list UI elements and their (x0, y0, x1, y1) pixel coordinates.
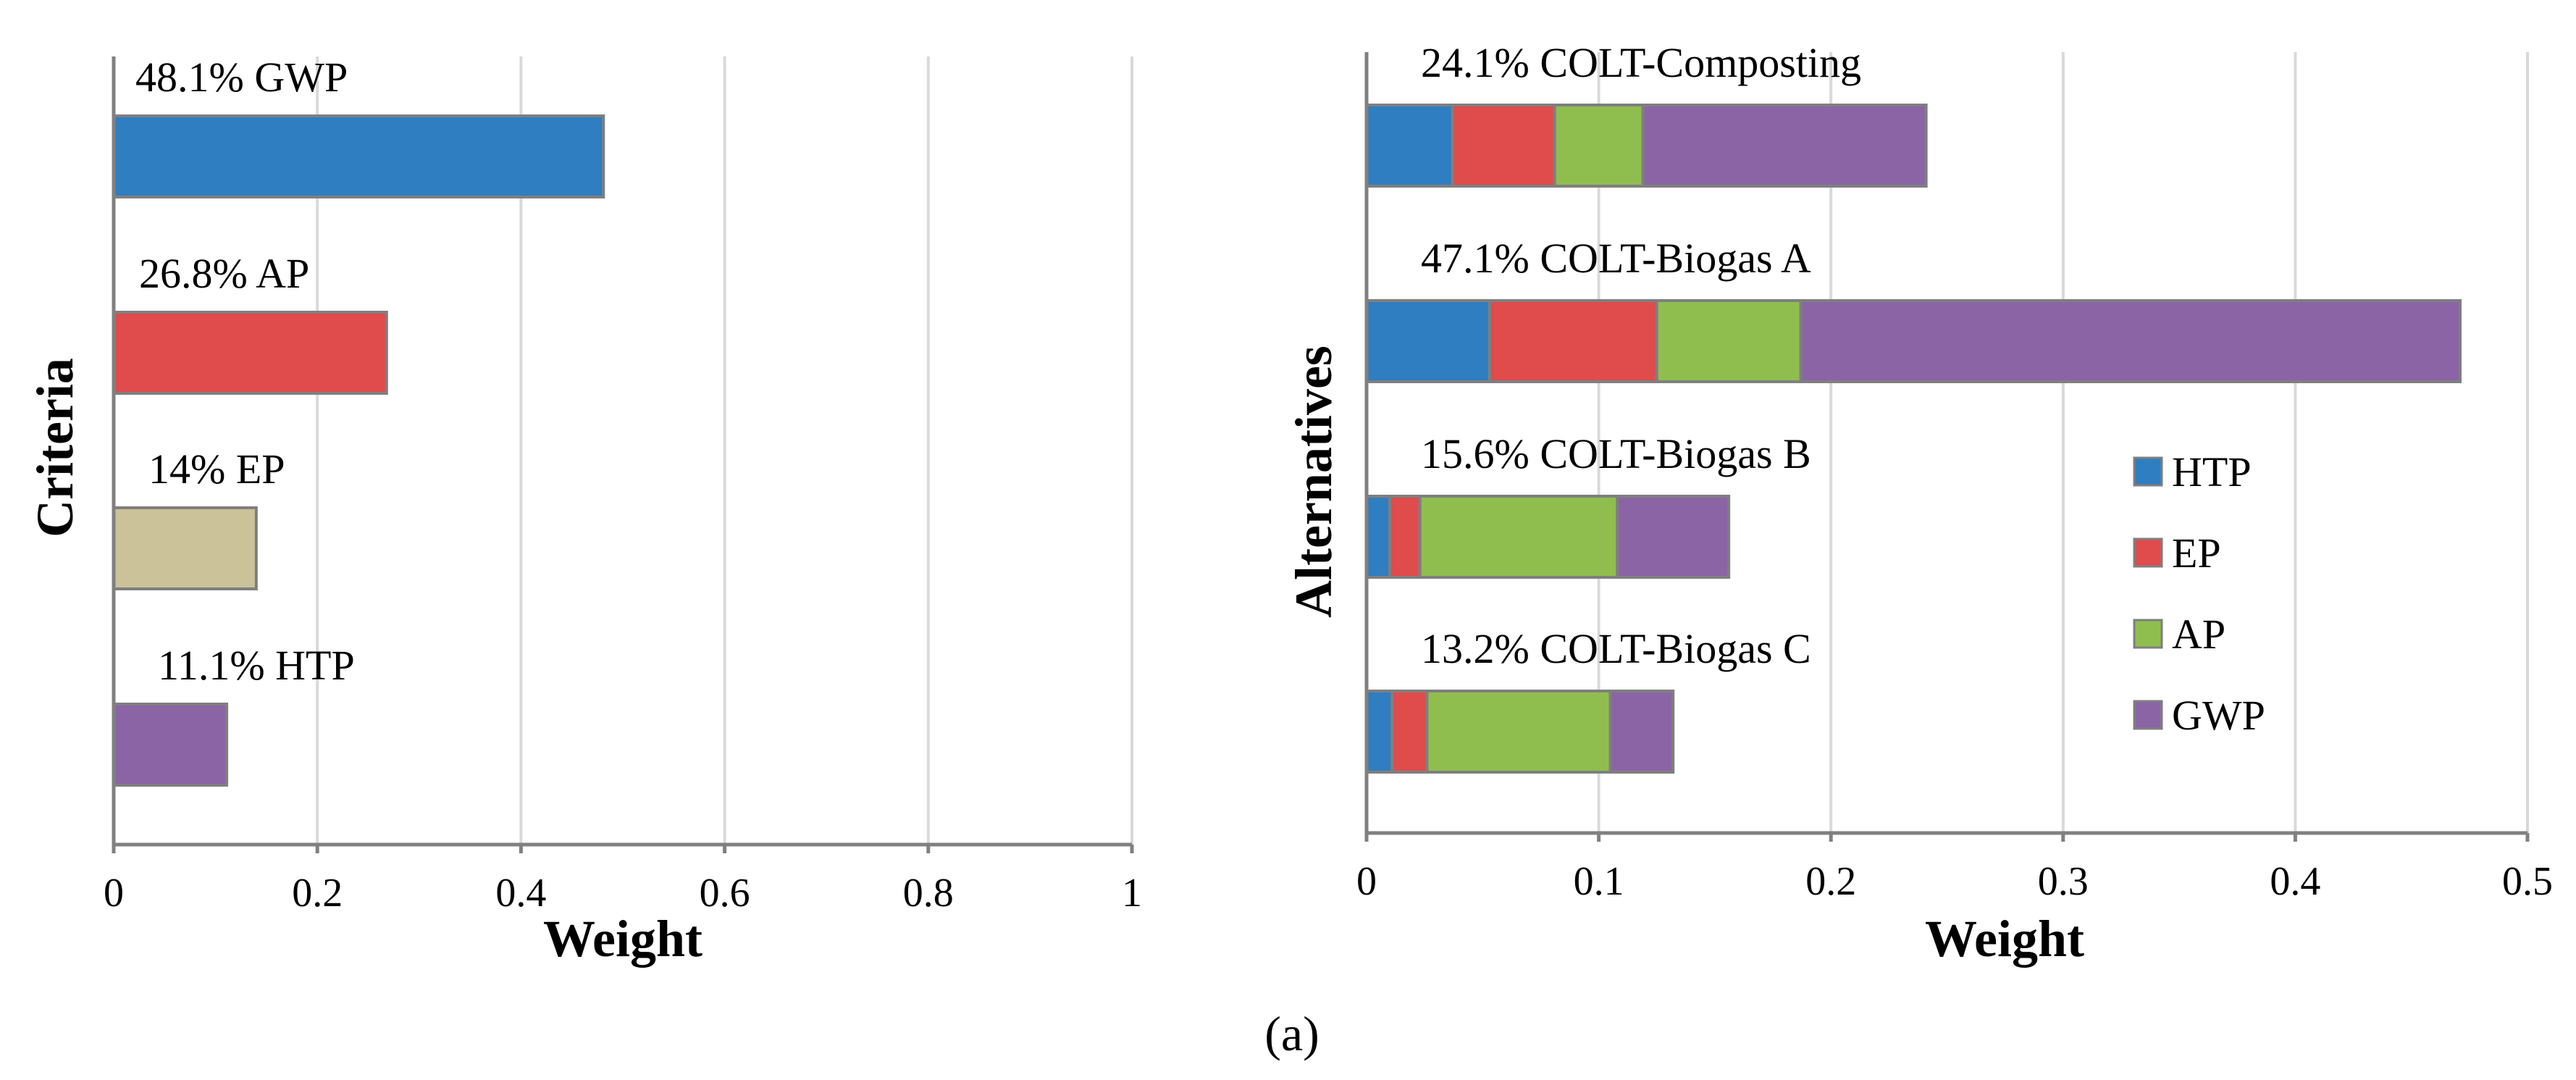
bar-segment-gwp (1608, 690, 1675, 774)
data-label: 26.8% AP (139, 250, 309, 297)
bar-segment-htp (1365, 495, 1392, 579)
bar-segment-htp (1365, 299, 1491, 383)
bar-gwp (112, 114, 605, 198)
x-tick-label: 0.3 (2038, 859, 2089, 904)
bar-segment-ep (1388, 495, 1422, 579)
bar-htp (112, 703, 229, 787)
bar-segment-htp (1365, 104, 1454, 188)
legend-swatch-ap (2133, 619, 2163, 649)
bar-segment-ap (1655, 299, 1803, 383)
bar-segment-htp (1365, 690, 1394, 774)
legend-label-ap: AP (2172, 611, 2225, 658)
bar-ep (112, 506, 258, 590)
x-tick-label: 0.2 (1805, 859, 1856, 904)
data-label: 47.1% COLT-Biogas A (1421, 235, 1811, 282)
legend-label-ep: EP (2172, 529, 2221, 577)
x-tick-label: 0.4 (495, 871, 546, 916)
x-tick-label: 0.4 (2270, 859, 2320, 904)
legend-swatch-gwp (2133, 700, 2163, 730)
bar-segment-gwp (1641, 104, 1928, 188)
bar-segment-ep (1390, 690, 1429, 774)
x-tick-label: 1 (1122, 871, 1142, 916)
y-axis-title: Criteria (26, 358, 84, 537)
bar-segment-ap (1418, 495, 1619, 579)
legend-label-htp: HTP (2172, 448, 2252, 495)
legend-swatch-ep (2133, 537, 2163, 568)
x-tick-label: 0.1 (1574, 859, 1624, 904)
figure-caption: (a) (1264, 1006, 1319, 1061)
data-label: 15.6% COLT-Biogas B (1421, 430, 1811, 477)
bar-segment-ep (1488, 299, 1658, 383)
x-axis-title: Weight (1925, 910, 2084, 968)
bar-segment-gwp (1799, 299, 2462, 383)
x-tick-label: 0.6 (700, 871, 750, 916)
criteria-chart: 48.1% GWP 26.8% AP 14% EP 11.1% HTP 0 0.2 0.4 0… (26, 54, 1142, 968)
bar-segment-ap (1425, 690, 1612, 774)
x-tick-label: 0 (104, 871, 124, 916)
x-tick-label: 0.5 (2502, 859, 2553, 904)
data-label: 48.1% GWP (135, 54, 348, 101)
legend-label-gwp: GWP (2172, 692, 2265, 739)
alternatives-chart: 24.1% COLT-Composting 47.1% COLT-Biogas A… (1285, 39, 2553, 968)
bar-segment-ep (1451, 104, 1556, 188)
bar-ap (112, 311, 388, 395)
x-axis-title: Weight (543, 910, 702, 968)
bar-segment-ap (1553, 104, 1645, 188)
x-tick-label: 0.8 (903, 871, 954, 916)
data-label: 13.2% COLT-Biogas C (1421, 625, 1811, 672)
data-label: 24.1% COLT-Composting (1421, 39, 1861, 86)
data-label: 14% EP (148, 445, 285, 493)
y-axis-title: Alternatives (1285, 346, 1343, 618)
data-label: 11.1% HTP (158, 642, 355, 689)
x-tick-label: 0 (1356, 859, 1377, 904)
bar-segment-gwp (1616, 495, 1731, 579)
x-tick-label: 0.2 (292, 871, 343, 916)
legend-swatch-htp (2133, 456, 2163, 487)
